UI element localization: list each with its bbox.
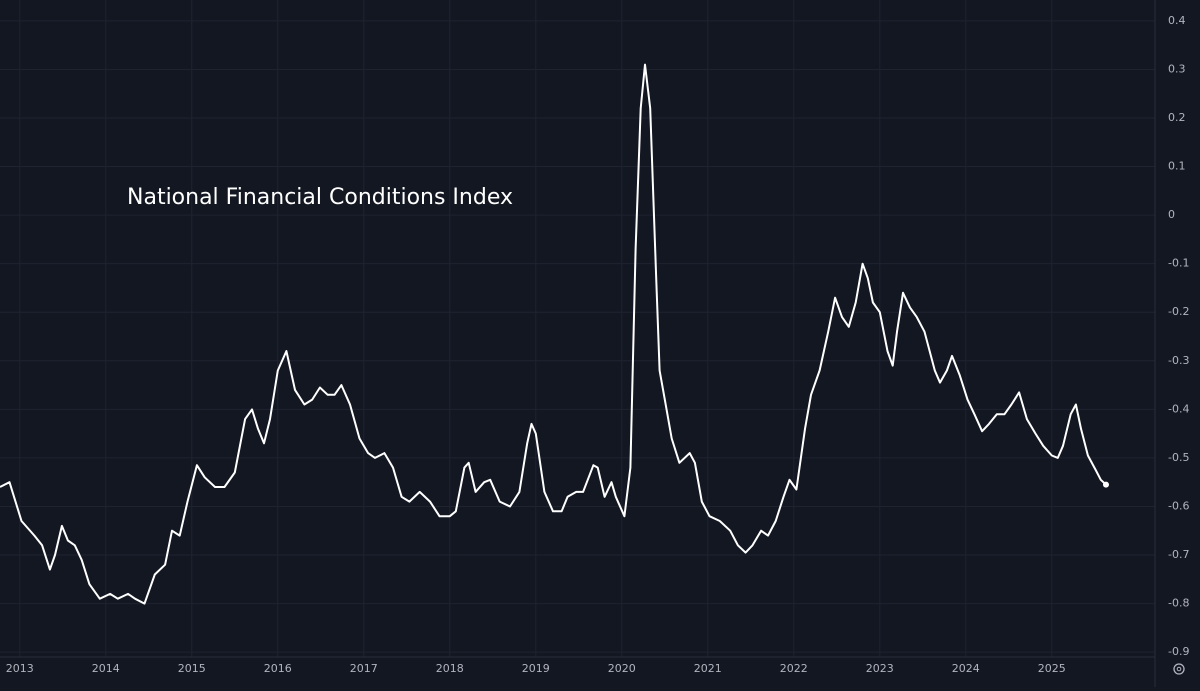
last-point — [1102, 481, 1109, 488]
y-tick-label: -0.8 — [1168, 597, 1189, 610]
y-tick-label: -0.6 — [1168, 499, 1189, 512]
y-tick-label: -0.9 — [1168, 645, 1189, 658]
x-tick-label: 2013 — [6, 662, 34, 675]
x-tick-label: 2018 — [436, 662, 464, 675]
x-tick-label: 2020 — [608, 662, 636, 675]
x-tick-label: 2015 — [178, 662, 206, 675]
line — [0, 63, 1107, 605]
y-tick-label: 0.2 — [1168, 111, 1186, 124]
y-tick-label: 0.4 — [1168, 14, 1186, 27]
y-tick-label: 0.1 — [1168, 160, 1186, 173]
y-tick-label: -0.5 — [1168, 451, 1189, 464]
x-tick-label: 2014 — [92, 662, 120, 675]
x-tick-label: 2016 — [264, 662, 292, 675]
x-tick-label: 2022 — [780, 662, 808, 675]
y-tick-label: -0.3 — [1168, 354, 1189, 367]
x-tick-label: 2017 — [350, 662, 378, 675]
chart-title: National Financial Conditions Index — [127, 185, 513, 210]
y-tick-label: -0.7 — [1168, 548, 1189, 561]
x-tick-label: 2025 — [1038, 662, 1066, 675]
y-tick-label: 0 — [1168, 208, 1175, 221]
settings-icon[interactable] — [1173, 663, 1185, 675]
y-tick-label: -0.2 — [1168, 305, 1189, 318]
x-tick-label: 2023 — [866, 662, 894, 675]
x-tick-label: 2021 — [694, 662, 722, 675]
y-tick-label: 0.3 — [1168, 62, 1186, 75]
y-tick-label: -0.1 — [1168, 257, 1189, 270]
x-tick-label: 2019 — [522, 662, 550, 675]
x-tick-label: 2024 — [952, 662, 980, 675]
y-tick-label: -0.4 — [1168, 402, 1189, 415]
